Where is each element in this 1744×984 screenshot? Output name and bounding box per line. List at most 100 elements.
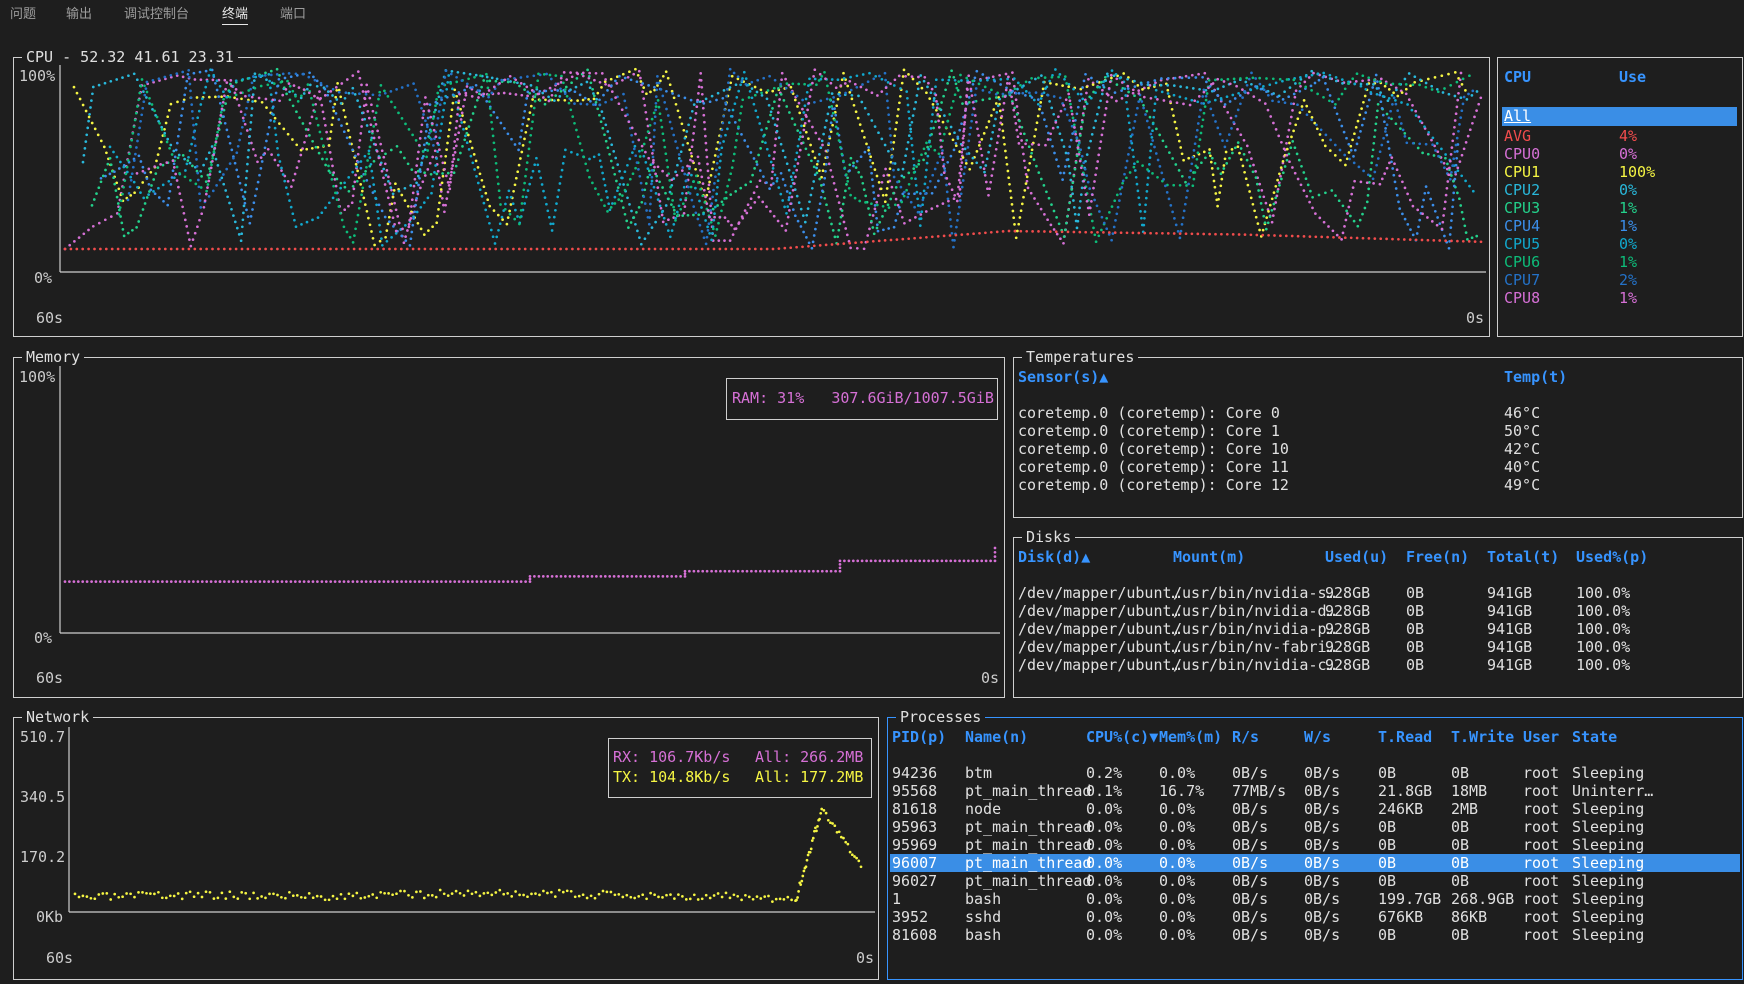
cpu-legend-name-cpu8[interactable]: CPU8 [1504,289,1541,307]
process-row[interactable]: 81618 node 0.0% 0.0% 0B/s 0B/s 246KB 2MB root Sle… [890,800,1740,818]
process-cell-read-rate: 0B/s [1232,764,1269,782]
process-row[interactable]: 95969 pt_main_thread 0.0% 0.0% 0B/s 0B/s 0B 0B r… [890,836,1740,854]
processes-header-state[interactable]: State [1572,728,1618,746]
cpu-legend-use-cpu5: 0% [1619,235,1638,253]
disks-cell-free: 0B [1406,656,1425,674]
cpu-legend-name-avg[interactable]: AVG [1504,127,1532,145]
disks-cell-free: 0B [1406,584,1425,602]
disks-panel-title: Disks [1022,527,1076,547]
cpu-legend-use-cpu1: 100% [1619,163,1656,181]
cpu-legend-name-cpu7[interactable]: CPU7 [1504,271,1541,289]
tab-debug-console[interactable]: 调试控制台 [124,7,190,22]
process-cell-total-read: 0B [1378,926,1397,944]
cpu-legend-use-avg: 4% [1619,127,1638,145]
process-cell-cpu: 0.0% [1086,836,1123,854]
cpu-usage-chart [59,65,1486,273]
network-graph-panel[interactable]: Network 510.7 340.5 170.2 0Kb 60s 0s RX:… [13,707,879,980]
cpu-legend-use-cpu0: 0% [1619,145,1638,163]
process-row[interactable]: 96027 pt_main_thread 0.0% 0.0% 0B/s 0B/s 0B 0B r… [890,872,1740,890]
network-rx-total: All: 266.2MB [755,748,864,766]
process-cell-state: Sleeping [1572,854,1645,872]
processes-header-write-rate[interactable]: W/s [1304,728,1332,746]
cpu-series-cpu4 [99,68,1460,250]
process-cell-user: root [1523,800,1560,818]
process-cell-name: pt_main_thread [965,818,1092,836]
cpu-legend-name-cpu4[interactable]: CPU4 [1504,217,1541,235]
process-row[interactable]: 95568 pt_main_thread 0.1% 16.7% 77MB/s 0B/s 21… [890,782,1740,800]
disks-header-mount[interactable]: Mount(m) [1173,548,1246,566]
memory-graph-panel[interactable]: Memory 100% 0% 60s 0s RAM: 31% 307.6GiB/… [13,347,1005,698]
cpu-y-max-label: 100% [19,67,56,85]
temperatures-panel[interactable]: Temperatures Sensor(s)▲ Temp(t) coretemp… [1013,347,1743,518]
process-row[interactable]: 3952 sshd 0.0% 0.0% 0B/s 0B/s 676KB 86KB root Sle… [890,908,1740,926]
process-row-selected[interactable]: 96007 pt_main_thread 0.0% 0.0% 0B/s 0B/s 0B 0B r… [890,854,1740,872]
cpu-legend-name-cpu2[interactable]: CPU2 [1504,181,1541,199]
cpu-legend-panel[interactable]: CPU Use All AVG 4% CPU0 0% CPU1 100% CPU2 0% CPU… [1497,57,1743,337]
processes-header-cpu[interactable]: CPU%(c)▼ [1086,728,1159,746]
cpu-legend-use-cpu6: 1% [1619,253,1638,271]
processes-header-total-write[interactable]: T.Write [1451,728,1515,746]
disks-header-free[interactable]: Free(n) [1406,548,1470,566]
processes-header-name[interactable]: Name(n) [965,728,1029,746]
process-cell-user: root [1523,854,1560,872]
tab-problems[interactable]: 问题 [10,7,37,22]
process-cell-read-rate: 0B/s [1232,836,1269,854]
process-cell-user: root [1523,836,1560,854]
process-cell-total-write: 2MB [1451,800,1479,818]
process-cell-state: Sleeping [1572,926,1645,944]
disks-panel[interactable]: Disks Disk(d)▲ Mount(m) Used(u) Free(n) Tota… [1013,527,1743,698]
processes-header-user[interactable]: User [1523,728,1560,746]
process-row[interactable]: 94236 btm 0.2% 0.0% 0B/s 0B/s 0B 0B root Sleeping [890,764,1740,782]
cpu-legend-name-cpu5[interactable]: CPU5 [1504,235,1541,253]
cpu-legend-name-cpu6[interactable]: CPU6 [1504,253,1541,271]
cpu-legend-use-cpu4: 1% [1619,217,1638,235]
cpu-legend-row-all[interactable]: All [1502,107,1737,126]
process-cell-mem: 0.0% [1159,800,1196,818]
process-row[interactable]: 81608 bash 0.0% 0.0% 0B/s 0B/s 0B 0B root Sleepin… [890,926,1740,944]
temp-sensor-value: 49°C [1504,476,1541,494]
cpu-legend-name-cpu0[interactable]: CPU0 [1504,145,1541,163]
process-cell-write-rate: 0B/s [1304,890,1341,908]
disks-cell-used-percent: 100.0% [1576,602,1631,620]
process-cell-read-rate: 0B/s [1232,872,1269,890]
processes-header-read-rate[interactable]: R/s [1232,728,1260,746]
processes-header-total-read[interactable]: T.Read [1378,728,1433,746]
tab-terminal[interactable]: 终端 [222,3,249,25]
processes-panel[interactable]: Processes PID(p) Name(n) CPU%(c)▼ Mem%(m) R/… [887,707,1743,980]
temp-sensor-value: 46°C [1504,404,1541,422]
network-tx-rate: TX: 104.8Kb/s [613,768,731,786]
tab-ports[interactable]: 端口 [280,7,307,22]
disks-header-used-percent[interactable]: Used%(p) [1576,548,1649,566]
disks-header-disk[interactable]: Disk(d)▲ [1018,548,1091,566]
process-row[interactable]: 95963 pt_main_thread 0.0% 0.0% 0B/s 0B/s 0B 0B r… [890,818,1740,836]
temp-sensor-value: 42°C [1504,440,1541,458]
cpu-graph-panel[interactable]: CPU - 52.32 41.61 23.31 100% 0% 60s 0s [13,47,1490,337]
tab-output[interactable]: 输出 [66,7,93,22]
processes-header-pid[interactable]: PID(p) [892,728,947,746]
cpu-legend-header-cpu: CPU [1504,68,1532,86]
process-row[interactable]: 1 bash 0.0% 0.0% 0B/s 0B/s 199.7GB 268.9GB root S… [890,890,1740,908]
temp-sensor-name: coretemp.0 (coretemp): Core 12 [1018,476,1289,494]
temp-header-sensor[interactable]: Sensor(s)▲ [1018,368,1109,386]
process-cell-pid: 95969 [892,836,938,854]
disks-header-used[interactable]: Used(u) [1325,548,1389,566]
disks-cell-used-percent: 100.0% [1576,638,1631,656]
memory-usage-chart [59,366,1000,634]
temp-header-temp[interactable]: Temp(t) [1504,368,1568,386]
temperatures-panel-title: Temperatures [1022,347,1139,367]
disks-cell-used: 928GB [1325,620,1371,638]
cpu-legend-name-cpu1[interactable]: CPU1 [1504,163,1541,181]
cpu-legend-name-cpu3[interactable]: CPU3 [1504,199,1541,217]
process-cell-name: bash [965,926,1002,944]
process-cell-read-rate: 0B/s [1232,818,1269,836]
process-cell-total-read: 21.8GB [1378,782,1433,800]
process-cell-pid: 1 [892,890,902,908]
process-cell-mem: 0.0% [1159,926,1196,944]
processes-header-mem[interactable]: Mem%(m) [1159,728,1223,746]
process-cell-total-read: 0B [1378,872,1397,890]
disks-header-total[interactable]: Total(t) [1487,548,1560,566]
temp-sensor-value: 40°C [1504,458,1541,476]
process-cell-read-rate: 0B/s [1232,890,1269,908]
memory-y-max-label: 100% [19,368,56,386]
disks-cell-used: 928GB [1325,584,1371,602]
